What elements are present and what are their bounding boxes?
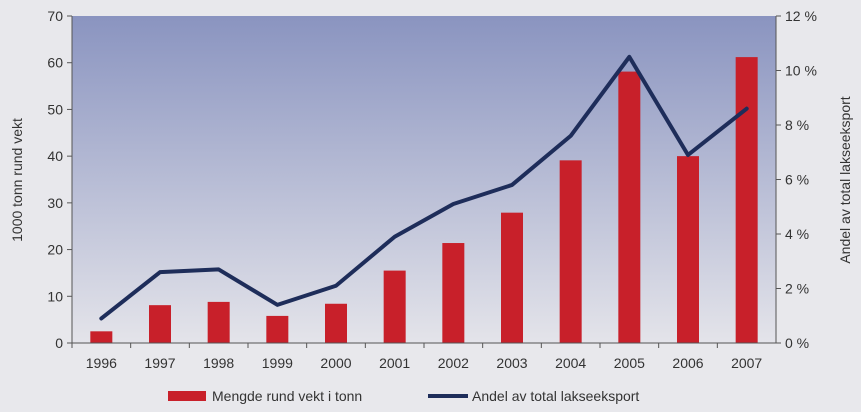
- y-tick-label: 50: [47, 101, 63, 117]
- x-tick-label: 1999: [262, 355, 293, 371]
- x-tick-label: 2005: [614, 355, 645, 371]
- x-tick-label: 2003: [496, 355, 527, 371]
- y-tick-label: 0: [55, 335, 63, 351]
- y-tick-label: 10: [47, 288, 63, 304]
- bar-2003: [501, 212, 523, 343]
- y-tick-label: 70: [47, 8, 63, 24]
- x-tick-label: 2006: [672, 355, 703, 371]
- y-axis-title: 1000 tonn rund vekt: [9, 118, 25, 242]
- y2-tick-label: 10 %: [785, 63, 817, 79]
- legend-bar-swatch: [168, 391, 206, 401]
- y2-axis-title: Andel av total lakseeksport: [837, 96, 853, 263]
- y2-tick-label: 6 %: [785, 172, 809, 188]
- y2-tick-label: 4 %: [785, 226, 809, 242]
- bar-1997: [149, 305, 171, 343]
- ticks-layer: 0 10 20 30 40 50 60 70 0 % 2 % 4 % 6 % 8 % 10 % 12 % 19…: [47, 8, 817, 371]
- x-tick-label: 2007: [731, 355, 762, 371]
- legend-bar-label: Mengde rund vekt i tonn: [212, 388, 362, 404]
- legend-line-label: Andel av total lakseeksport: [472, 388, 639, 404]
- plot-background: [72, 16, 776, 343]
- x-tick-label: 2004: [555, 355, 586, 371]
- bar-1998: [207, 301, 230, 343]
- bar-2007: [735, 57, 758, 343]
- bar-1999: [266, 315, 289, 343]
- y-tick-label: 40: [47, 148, 63, 164]
- y-tick-label: 30: [47, 195, 63, 211]
- bar-2002: [442, 243, 465, 343]
- bar-2001: [383, 270, 406, 343]
- y2-tick-label: 8 %: [785, 117, 809, 133]
- x-tick-label: 2002: [438, 355, 469, 371]
- bar-1996: [90, 331, 113, 343]
- y2-tick-label: 0 %: [785, 335, 809, 351]
- y2-tick-label: 2 %: [785, 281, 809, 297]
- bars-layer: [90, 57, 758, 343]
- x-tick-label: 1997: [144, 355, 175, 371]
- y-tick-label: 20: [47, 242, 63, 258]
- bar-2004: [559, 160, 582, 343]
- x-tick-label: 1998: [203, 355, 234, 371]
- x-tick-label: 2000: [320, 355, 351, 371]
- bar-2000: [325, 303, 347, 343]
- bar-2005: [618, 71, 641, 343]
- x-tick-label: 2001: [379, 355, 410, 371]
- x-tick-label: 1996: [86, 355, 117, 371]
- y-tick-label: 60: [47, 55, 63, 71]
- series-line-andel: [99, 54, 749, 321]
- bar-2006: [677, 156, 699, 343]
- line-layer: [99, 54, 749, 321]
- y2-tick-label: 12 %: [785, 8, 817, 24]
- legend: Mengde rund vekt i tonn Andel av total l…: [168, 388, 639, 404]
